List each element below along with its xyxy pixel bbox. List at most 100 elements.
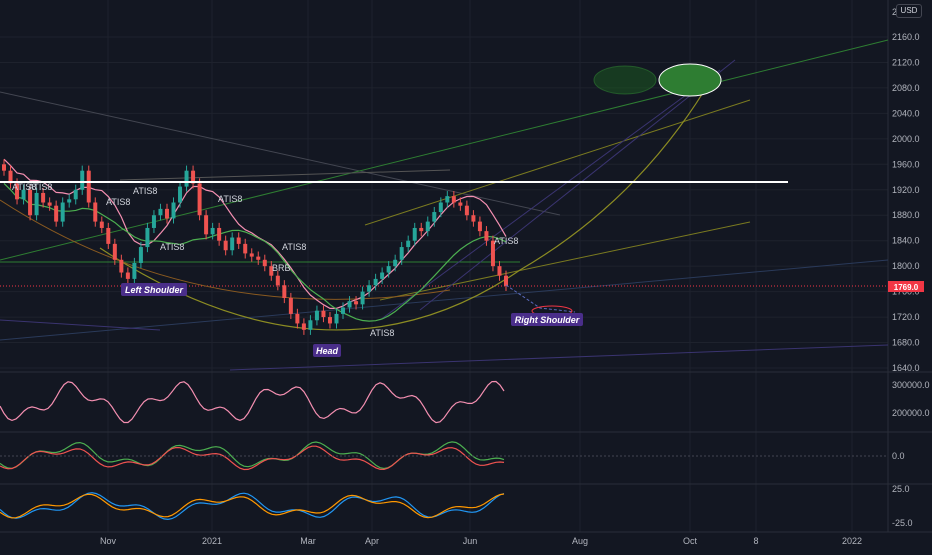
candle-body	[230, 237, 235, 251]
candle-body	[347, 301, 352, 308]
candle-body	[171, 202, 176, 219]
head-callout[interactable]: Head	[313, 344, 341, 357]
candle-body	[256, 256, 261, 260]
candle-body	[288, 297, 293, 314]
trendline	[0, 39, 889, 261]
x-tick-label: Nov	[100, 536, 117, 546]
candle-body	[28, 189, 33, 216]
left-shoulder-label: Left Shoulder	[125, 285, 183, 295]
candle-body	[438, 202, 443, 213]
trendline	[419, 59, 736, 311]
candle-body	[178, 186, 183, 203]
candle-body	[321, 310, 326, 318]
y-tick-label: 2000.0	[892, 134, 920, 144]
candle-body	[184, 170, 189, 187]
osc-tick-label: 300000.0	[892, 380, 930, 390]
candle-body	[386, 266, 391, 273]
candle-body	[354, 301, 359, 305]
candle-body	[204, 215, 209, 235]
candle-body	[125, 272, 130, 279]
candle-body	[197, 183, 202, 216]
candle-body	[471, 215, 476, 222]
atis-label: ATIS8	[12, 182, 36, 192]
candle-body	[380, 272, 385, 279]
candle-body	[119, 259, 124, 273]
candle-body	[99, 221, 104, 228]
candle-body	[54, 205, 59, 222]
osc-tick-label: 200000.0	[892, 408, 930, 418]
atis-label: ATIS8	[160, 242, 184, 252]
candle-body	[464, 205, 469, 216]
candles-group	[2, 159, 508, 335]
y-tick-label-partial: 2	[892, 7, 897, 17]
candle-body	[419, 227, 424, 232]
trendline	[0, 91, 561, 216]
last-price-value: 1769.0	[894, 283, 919, 292]
left-shoulder-callout[interactable]: Left Shoulder	[121, 283, 187, 296]
currency-selector[interactable]: USD	[896, 4, 922, 18]
target-ellipse-faded[interactable]	[593, 65, 657, 95]
candle-body	[80, 170, 85, 190]
price-axis: 1640.01680.01720.01760.01800.01840.01880…	[892, 7, 930, 528]
candle-body	[138, 247, 143, 263]
candle-body	[406, 240, 411, 248]
x-tick-label: Oct	[683, 536, 698, 546]
candle-body	[158, 208, 163, 216]
trendline-group[interactable]	[0, 39, 889, 371]
head-label: Head	[316, 346, 339, 356]
trendline	[0, 319, 161, 331]
y-tick-label: 1640.0	[892, 363, 920, 373]
candle-body	[367, 285, 372, 292]
candle-body	[477, 221, 482, 232]
atis-label-last: ATIS8	[494, 236, 518, 246]
candle-body	[334, 313, 339, 324]
osc3-line-b	[0, 493, 505, 519]
candle-body	[164, 208, 169, 219]
trendline	[379, 221, 751, 301]
y-tick-label: 2120.0	[892, 57, 920, 67]
x-tick-label: Apr	[365, 536, 379, 546]
projected-path[interactable]	[505, 284, 576, 313]
target-ellipse[interactable]	[658, 63, 722, 97]
osc-tick-label: -25.0	[892, 518, 913, 528]
x-tick-label: 2021	[202, 536, 222, 546]
time-axis: Nov 2021 Mar Apr Jun Aug Oct 8 2022	[100, 536, 862, 546]
trendline	[119, 169, 451, 181]
x-tick-label: Jun	[463, 536, 478, 546]
right-shoulder-callout[interactable]: Right Shoulder	[511, 313, 583, 326]
candle-body	[269, 266, 274, 276]
candle-body	[282, 285, 287, 298]
atis-label: ATIS8	[28, 182, 52, 192]
candle-body	[73, 189, 78, 200]
trendline	[229, 344, 889, 371]
x-tick-label: Mar	[300, 536, 316, 546]
candle-body	[399, 247, 404, 260]
osc-tick-label: 0.0	[892, 451, 905, 461]
candle-body	[458, 202, 463, 206]
candle-body	[132, 262, 137, 279]
candle-body	[8, 170, 13, 184]
atis-label: ATIS8	[218, 194, 242, 204]
atis-label: ATIS8	[282, 242, 306, 252]
candle-body	[497, 266, 502, 276]
candle-body	[15, 183, 20, 200]
candle-body	[67, 199, 72, 203]
y-tick-label: 1680.0	[892, 338, 920, 348]
candle-body	[47, 202, 52, 206]
x-tick-label: 8	[753, 536, 758, 546]
y-tick-label: 1920.0	[892, 185, 920, 195]
y-tick-label: 1960.0	[892, 159, 920, 169]
candle-body	[412, 227, 417, 241]
y-tick-label: 1840.0	[892, 236, 920, 246]
candle-body	[314, 310, 319, 321]
candle-body	[490, 240, 495, 267]
candle-body	[60, 202, 65, 222]
candle-body	[327, 317, 332, 324]
atis-label: ATIS8	[106, 197, 130, 207]
oscillator-group	[0, 380, 888, 521]
candle-body	[484, 231, 489, 241]
candle-body	[275, 275, 280, 286]
candle-body	[41, 192, 46, 203]
